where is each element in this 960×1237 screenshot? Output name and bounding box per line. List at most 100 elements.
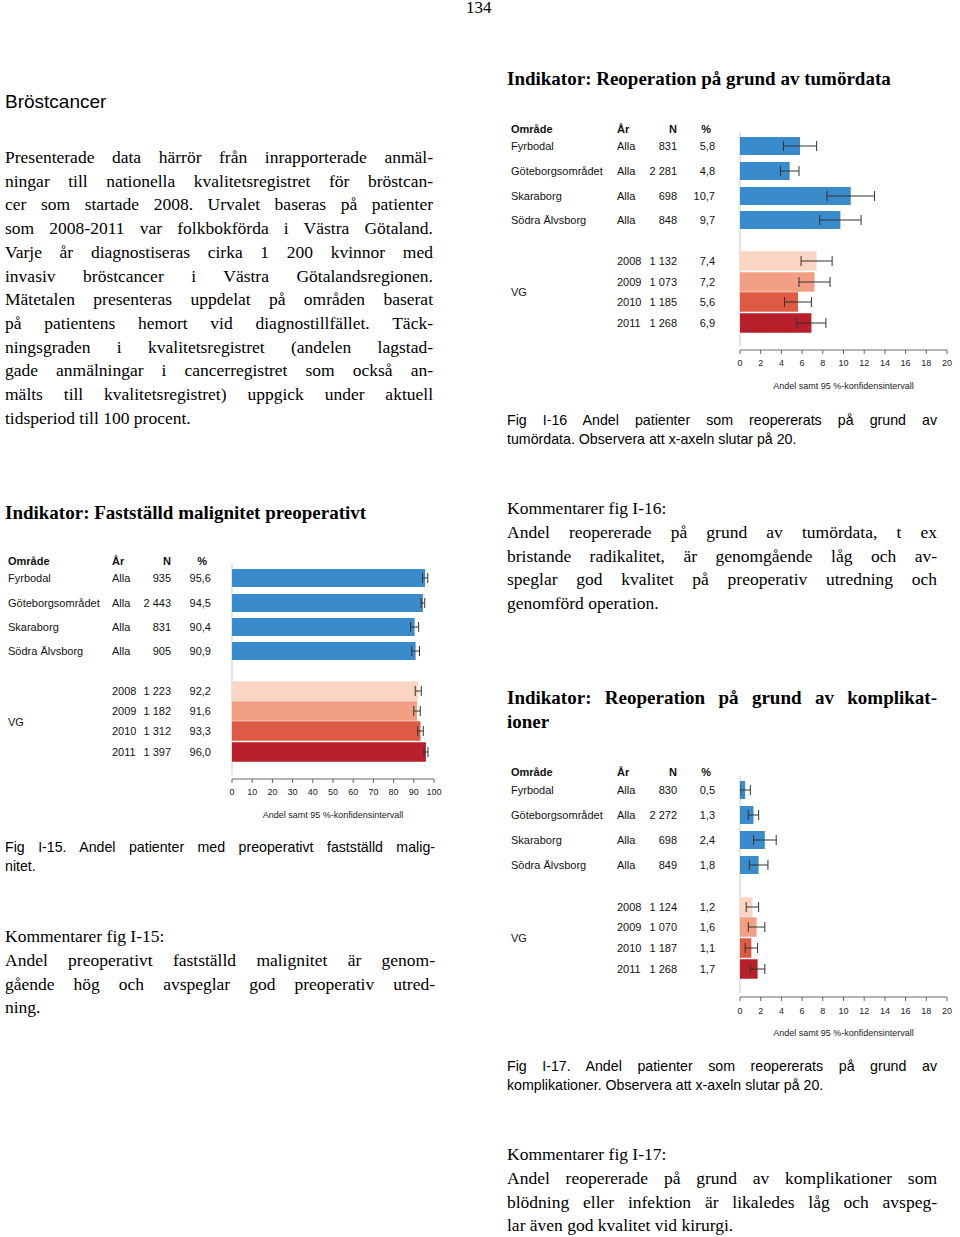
bar bbox=[232, 721, 420, 741]
n-label: 698 bbox=[659, 834, 677, 846]
x-tick bbox=[822, 997, 823, 1001]
error-bar bbox=[797, 318, 826, 328]
category-label: VG bbox=[511, 932, 527, 944]
x-tick bbox=[272, 779, 273, 783]
x-tick-label: 30 bbox=[288, 787, 298, 797]
column-header: Område bbox=[8, 555, 50, 567]
x-tick-label: 10 bbox=[247, 787, 257, 797]
error-cap bbox=[832, 256, 833, 266]
data-label: 4,8 bbox=[700, 165, 715, 177]
data-label: 2,4 bbox=[700, 834, 715, 846]
error-bar bbox=[418, 726, 424, 736]
x-tick-label: 20 bbox=[942, 358, 952, 368]
error-bar bbox=[745, 943, 757, 953]
x-tick-label: 10 bbox=[838, 358, 848, 368]
year-label: Alla bbox=[617, 859, 636, 871]
error-bar bbox=[799, 277, 830, 287]
x-tick-label: 60 bbox=[348, 787, 358, 797]
error-cap bbox=[421, 598, 422, 608]
x-tick-label: 0 bbox=[229, 787, 234, 797]
data-label: 7,2 bbox=[700, 276, 715, 288]
x-tick bbox=[926, 997, 927, 1001]
x-tick bbox=[905, 350, 906, 354]
error-cap bbox=[798, 166, 799, 176]
year-label: 2009 bbox=[112, 705, 136, 717]
error-line bbox=[740, 790, 750, 791]
year-label: Alla bbox=[617, 165, 636, 177]
category-label: Skaraborg bbox=[511, 834, 562, 846]
x-tick-label: 40 bbox=[308, 787, 318, 797]
error-line bbox=[827, 196, 875, 197]
n-label: 831 bbox=[659, 140, 677, 152]
year-label: 2010 bbox=[617, 296, 641, 308]
figure-comment: Kommentarer fig I-15:Andel preoperativt … bbox=[5, 925, 435, 1020]
marks bbox=[740, 137, 875, 333]
x-axis-label: Andel samt 95 %-konfidensintervall bbox=[773, 381, 914, 391]
x-tick-label: 4 bbox=[779, 358, 784, 368]
n-label: 1 268 bbox=[649, 317, 677, 329]
error-cap bbox=[420, 706, 421, 716]
x-tick-label: 2 bbox=[758, 358, 763, 368]
error-cap bbox=[740, 785, 741, 795]
error-line bbox=[753, 840, 776, 841]
year-label: 2009 bbox=[617, 921, 641, 933]
category-label: Göteborgsområdet bbox=[511, 165, 603, 177]
data-label: 1,1 bbox=[700, 942, 715, 954]
n-label: 830 bbox=[659, 784, 677, 796]
column-header: N bbox=[669, 766, 677, 778]
column-header: År bbox=[112, 555, 125, 567]
x-tick bbox=[864, 350, 865, 354]
figure-caption: Fig I-16 Andel patienter som reopererats… bbox=[507, 411, 937, 449]
error-bar bbox=[785, 297, 812, 307]
figure-caption: Fig I-17. Andel patienter som reopererat… bbox=[507, 1057, 937, 1095]
error-line bbox=[414, 711, 420, 712]
x-tick-label: 70 bbox=[368, 787, 378, 797]
error-bar bbox=[740, 785, 750, 795]
error-cap bbox=[422, 573, 423, 583]
year-label: Alla bbox=[617, 214, 636, 226]
bar bbox=[232, 569, 425, 587]
error-cap bbox=[783, 141, 784, 151]
x-tick-label: 8 bbox=[820, 358, 825, 368]
n-label: 1 132 bbox=[649, 255, 677, 267]
figure-caption-line: nitet. bbox=[5, 857, 435, 876]
n-label: 935 bbox=[153, 572, 171, 584]
chart-title: Indikator: Reoperation på grund av kompl… bbox=[507, 686, 937, 734]
error-bar bbox=[827, 191, 875, 201]
year-label: Alla bbox=[617, 190, 636, 202]
year-label: 2010 bbox=[112, 725, 136, 737]
data-label: 92,2 bbox=[190, 685, 211, 697]
intro-line: ningar till nationella kvalitetsregistre… bbox=[5, 170, 433, 194]
error-cap bbox=[757, 943, 758, 953]
category-label: Södra Älvsborg bbox=[8, 645, 83, 657]
n-label: 1 223 bbox=[143, 685, 171, 697]
n-label: 698 bbox=[659, 190, 677, 202]
x-tick bbox=[252, 779, 253, 783]
error-cap bbox=[418, 622, 419, 632]
x-tick bbox=[884, 350, 885, 354]
figure-caption: Fig I-15. Andel patienter med preoperati… bbox=[5, 838, 435, 876]
category-label: Fyrbodal bbox=[511, 140, 554, 152]
year-label: 2009 bbox=[617, 276, 641, 288]
error-cap bbox=[764, 922, 765, 932]
x-tick bbox=[802, 350, 803, 354]
chart-title-line: Indikator: Fastställd malignitet preoper… bbox=[5, 501, 435, 525]
x-tick bbox=[864, 997, 865, 1001]
year-label: Alla bbox=[112, 621, 131, 633]
figure-caption-line: Fig I-15. Andel patienter med preoperati… bbox=[5, 838, 435, 857]
chart-title: Indikator: Fastställd malignitet preoper… bbox=[5, 501, 435, 525]
figure-comment-line: Andel reopererade på grund av tumördata,… bbox=[507, 521, 937, 545]
chart-title-line: Indikator: Reoperation på grund av tumör… bbox=[507, 67, 937, 91]
error-line bbox=[424, 752, 428, 753]
year-label: Alla bbox=[617, 834, 636, 846]
error-cap bbox=[874, 191, 875, 201]
x-tick bbox=[740, 997, 741, 1001]
error-cap bbox=[796, 318, 797, 328]
x-tick bbox=[926, 350, 927, 354]
error-cap bbox=[780, 166, 781, 176]
error-line bbox=[422, 578, 427, 579]
error-line bbox=[421, 603, 425, 604]
error-cap bbox=[750, 964, 751, 974]
data-label: 9,7 bbox=[700, 214, 715, 226]
x-tick-label: 20 bbox=[942, 1006, 952, 1016]
